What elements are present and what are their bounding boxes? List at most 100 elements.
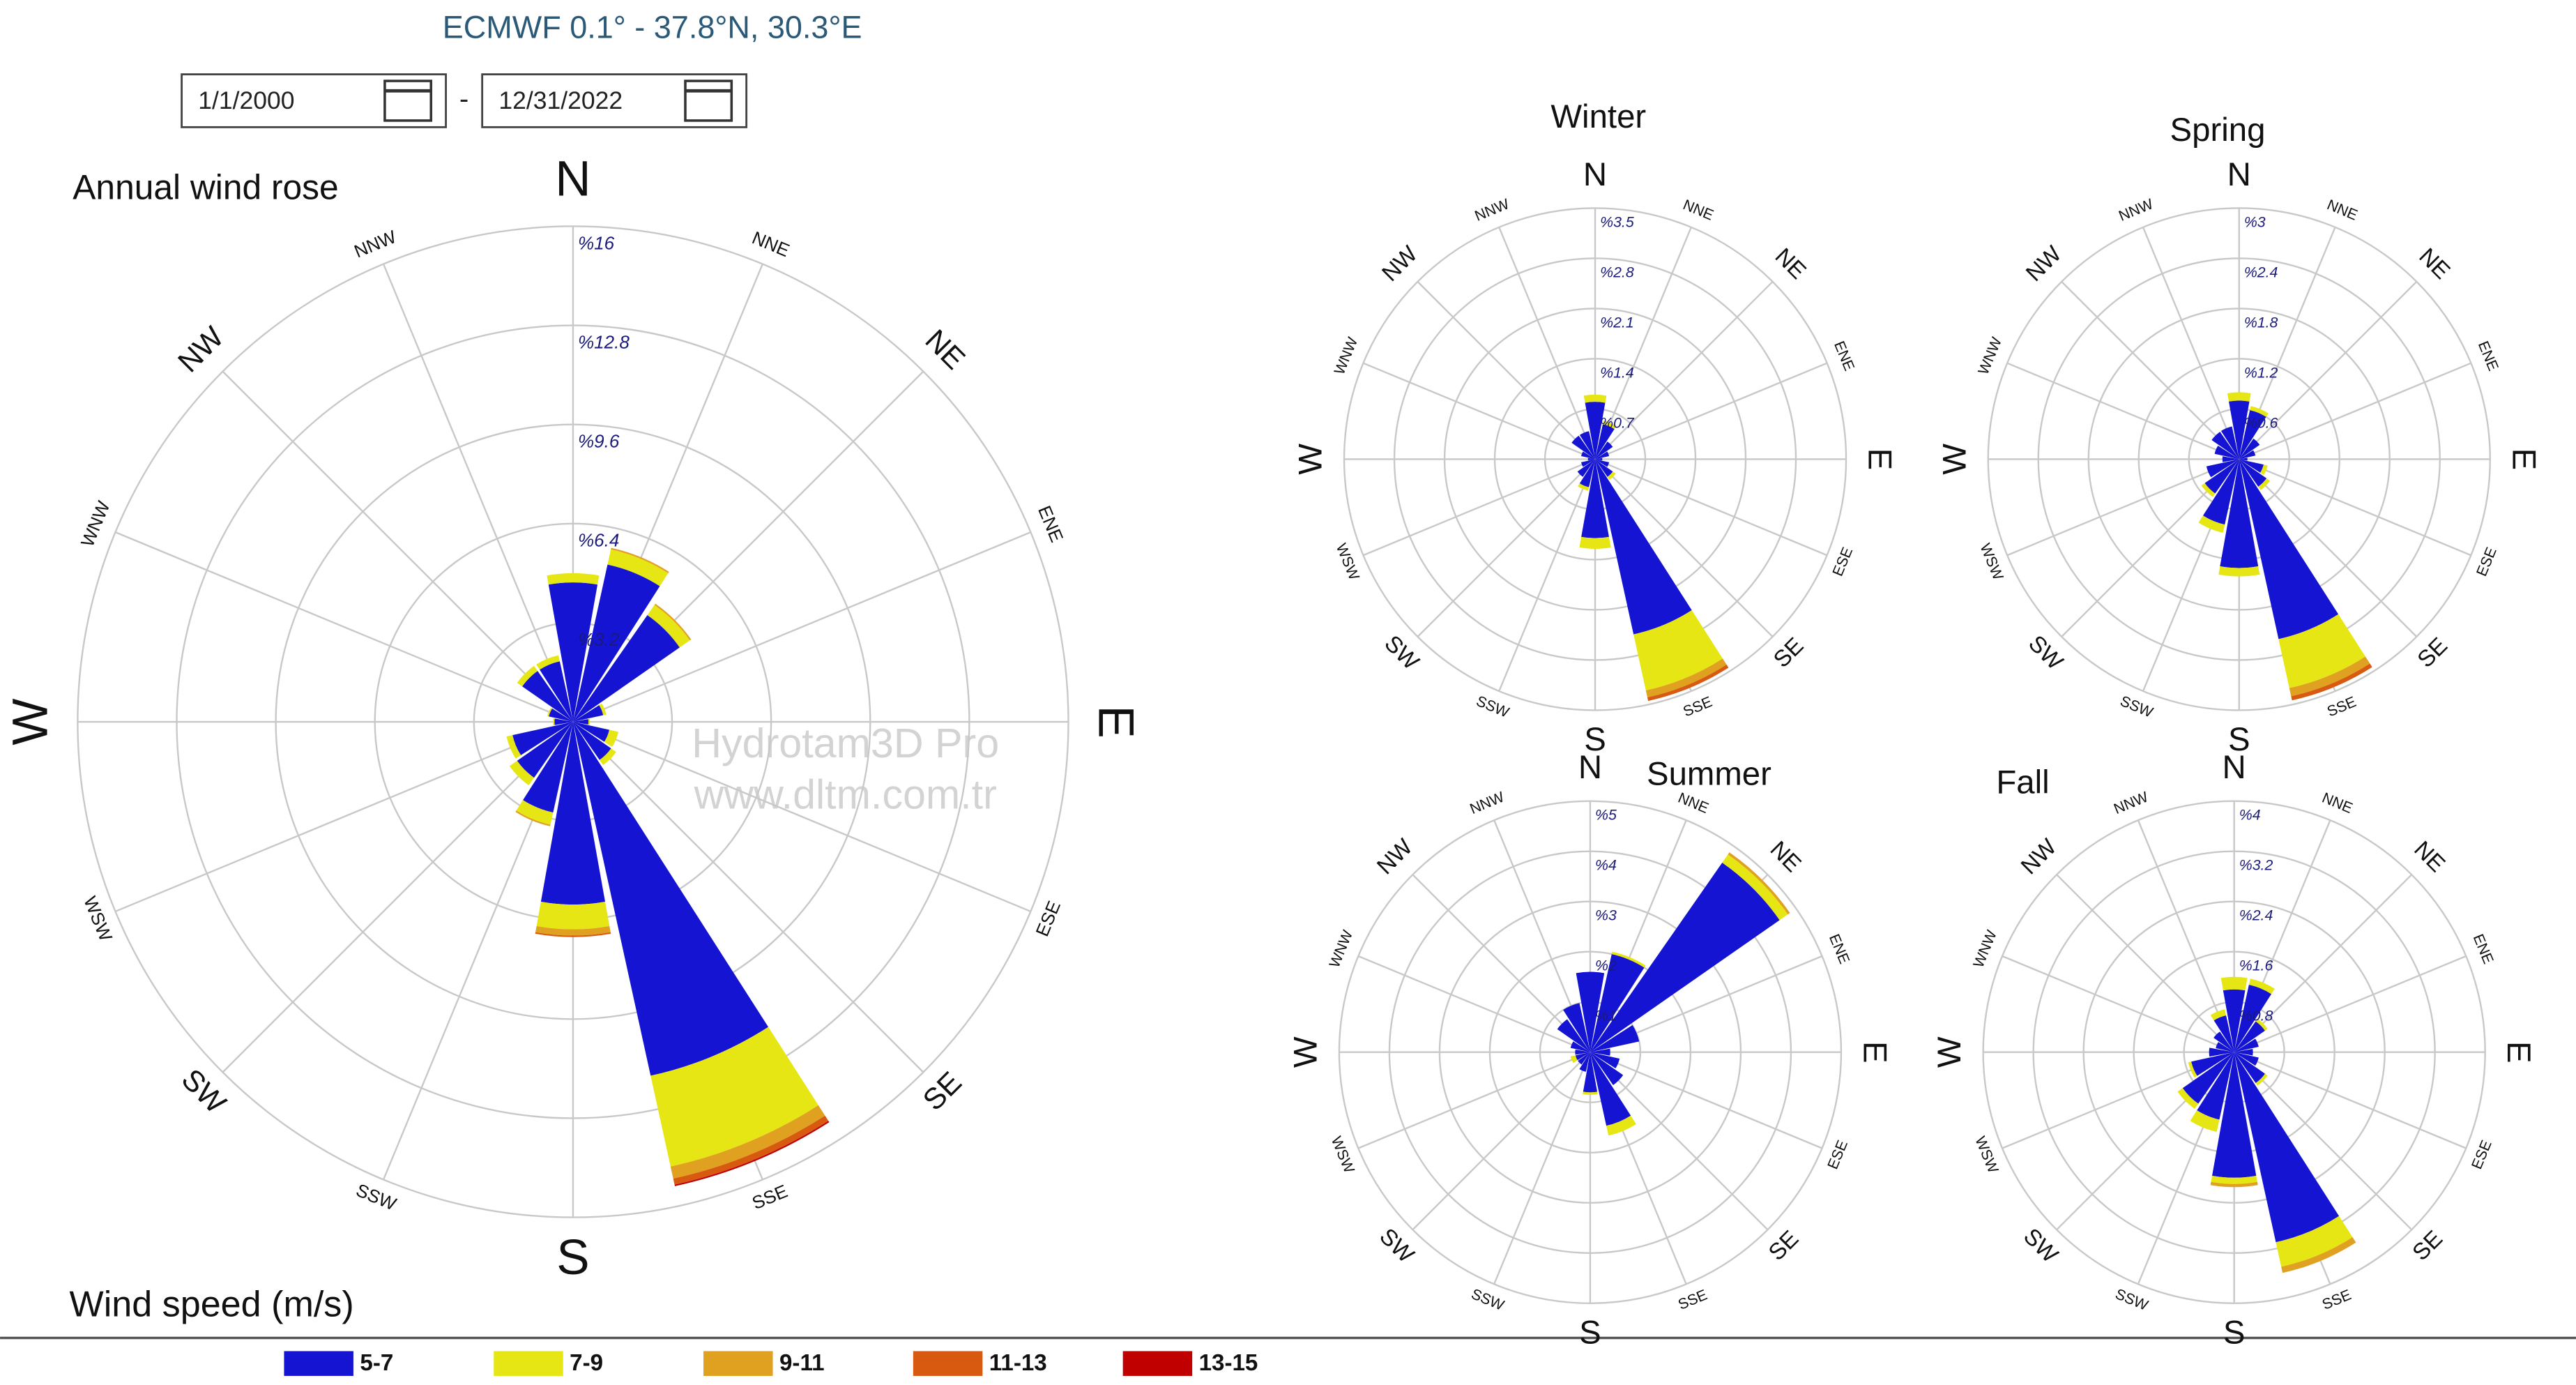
- wind-bar: [515, 810, 551, 826]
- wind-bar: [600, 748, 616, 765]
- wind-bar: [2210, 1009, 2227, 1021]
- wind-bar: [2260, 464, 2268, 476]
- direction-label: NE: [2414, 243, 2455, 285]
- direction-label: WNW: [1331, 334, 1362, 377]
- wind-bar: [1595, 459, 1610, 467]
- wind-bar: [1590, 1024, 1640, 1052]
- wind-bar: [673, 1115, 829, 1185]
- wind-bar: [540, 661, 573, 722]
- r-tick-label: %0.8: [2239, 1008, 2273, 1024]
- wind-bar: [1576, 971, 1605, 1052]
- direction-label: WNW: [1970, 928, 2001, 970]
- direction-label: NW: [1377, 241, 1423, 287]
- direction-label: SSW: [2118, 692, 2156, 721]
- wind-bar: [2234, 1052, 2259, 1066]
- wind-bar: [670, 1105, 825, 1179]
- r-tick-label: %2.1: [1600, 314, 1634, 331]
- direction-label: NE: [1770, 243, 1811, 285]
- wind-bar: [2228, 400, 2250, 460]
- direction-label: SSE: [749, 1181, 791, 1214]
- r-tick-label: %2: [1595, 958, 1617, 974]
- legend-swatch: [494, 1351, 563, 1376]
- wind-bar: [512, 722, 573, 755]
- direction-label: SE: [2413, 633, 2453, 672]
- wind-bar: [2211, 432, 2239, 460]
- direction-label: ESE: [2468, 1137, 2494, 1172]
- spoke: [1594, 227, 1692, 460]
- wind-bar: [2191, 1052, 2234, 1076]
- direction-label: NNW: [2117, 195, 2156, 225]
- wind-bar: [2213, 1015, 2234, 1052]
- wind-bar: [506, 735, 521, 759]
- r-tick-label: %3.2: [2239, 857, 2273, 874]
- wind-bar: [2248, 978, 2275, 994]
- r-tick-label: %1.2: [2244, 364, 2278, 381]
- wind-rose: Summer%1%2%3%4%5NNNENEENEEESESESSESSSWSW…: [1287, 749, 1893, 1351]
- r-tick-label: %1.6: [2239, 958, 2273, 974]
- wind-bar: [540, 722, 605, 905]
- wind-bar: [572, 705, 604, 722]
- r-tick-label: %3: [1595, 907, 1617, 924]
- spoke: [1357, 955, 1591, 1053]
- wind-bar: [1579, 1052, 1590, 1072]
- spoke: [1362, 458, 1596, 557]
- wind-bar: [2220, 426, 2239, 460]
- wind-bar: [650, 1027, 818, 1167]
- wind-bar: [1647, 664, 1729, 702]
- direction-label: WSW: [1333, 541, 1363, 583]
- wind-bar: [1578, 1052, 1590, 1065]
- legend-label: 13-15: [1199, 1350, 1258, 1376]
- wind-bar: [2234, 1052, 2340, 1243]
- wind-bar: [1570, 1055, 1578, 1064]
- direction-label: N: [555, 151, 590, 206]
- direction-label: WNW: [1975, 334, 2006, 377]
- wind-rose: Winter %0.7 %1.4 %2.1 %2.8 %3.5 N NNE NE ENE E ESE S…: [1293, 98, 1898, 758]
- spoke: [2061, 281, 2240, 460]
- wind-bar: [611, 547, 669, 573]
- direction-label: NNE: [749, 227, 793, 261]
- spoke: [2056, 874, 2235, 1053]
- direction-label: SE: [2408, 1226, 2448, 1266]
- direction-label: ESE: [2473, 545, 2499, 579]
- spoke: [2006, 362, 2240, 460]
- wind-bar: [2278, 614, 2365, 688]
- direction-label: N: [2223, 749, 2246, 786]
- wind-bar: [1590, 1048, 1610, 1056]
- direction-label: NNE: [1681, 196, 1716, 223]
- wind-bar: [2239, 459, 2267, 487]
- direction-label: SSW: [1469, 1285, 1507, 1314]
- calendar-icon[interactable]: [383, 80, 433, 122]
- spoke: [2238, 281, 2418, 460]
- wind-bar: [654, 603, 692, 641]
- wind-bar: [516, 800, 554, 825]
- direction-label: SSW: [1474, 692, 1512, 721]
- wind-bar: [1645, 658, 1727, 698]
- wind-bar: [2234, 1021, 2265, 1052]
- wind-bar: [1580, 459, 1596, 467]
- legend-swatch: [703, 1351, 773, 1376]
- wind-bar: [2291, 663, 2372, 701]
- r-tick-label: %4: [2239, 807, 2261, 824]
- spoke: [1498, 227, 1596, 460]
- wind-bar: [572, 615, 680, 722]
- direction-label: S: [1579, 1314, 1601, 1351]
- spoke: [1590, 1051, 1769, 1231]
- direction-label: ENE: [1034, 503, 1067, 545]
- direction-label: NNW: [1472, 195, 1512, 225]
- wind-bar: [1587, 457, 1596, 461]
- wind-bar: [2255, 1018, 2268, 1031]
- wind-bar: [647, 605, 690, 648]
- direction-label: NE: [2409, 836, 2450, 877]
- date-separator: -: [459, 83, 468, 114]
- calendar-icon[interactable]: [684, 80, 733, 122]
- r-tick-label: %1.8: [2244, 314, 2278, 331]
- wind-bar: [1580, 451, 1596, 460]
- wind-rose: Spring %0.6 %1.2 %1.8 %2.4 %3 N NNE NE ENE E ESE SE S…: [1936, 112, 2542, 758]
- spoke: [572, 720, 1031, 913]
- chart-title: Winter: [1550, 98, 1646, 135]
- direction-label: NNW: [1468, 788, 1507, 817]
- wind-bar: [607, 549, 669, 586]
- direction-label: SSW: [353, 1179, 400, 1215]
- r-tick-label: %0.7: [1600, 414, 1635, 431]
